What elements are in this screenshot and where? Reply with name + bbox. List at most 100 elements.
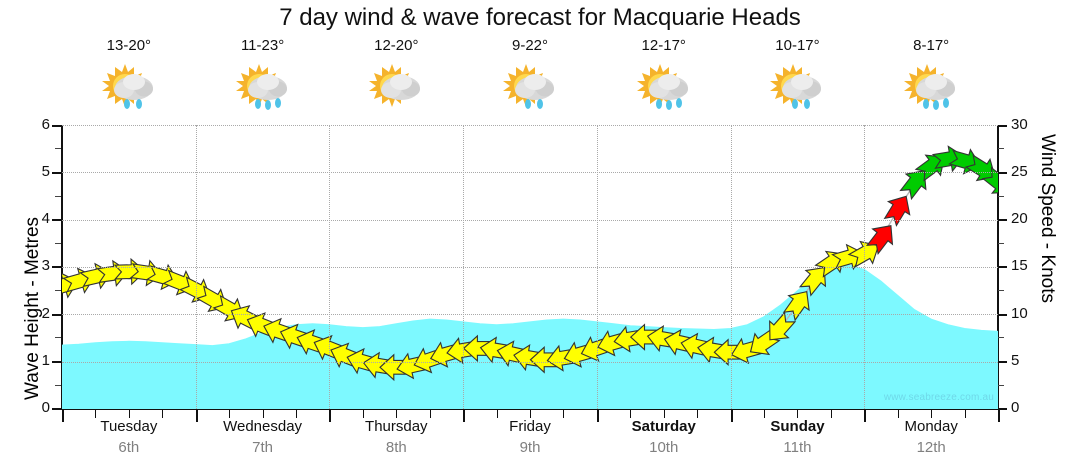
right-axis-title: Wind Speed - Knots (1037, 134, 1058, 303)
x-tick-major (463, 410, 466, 422)
sun-cloud-rain-icon (232, 58, 294, 118)
y-minor-tick-right (998, 148, 1004, 149)
y-axis-label-right: 15 (1011, 257, 1028, 274)
x-tick-minor (663, 410, 665, 418)
y-minor-tick-right (998, 243, 1004, 244)
day-name: Sunday (770, 418, 825, 435)
y-axis-label-left: 5 (41, 163, 50, 180)
plot-area: www.seabreeze.com.au (62, 125, 998, 409)
x-tick-minor (764, 410, 765, 418)
gridline-vertical (195, 125, 197, 409)
y-axis-label-right: 10 (1011, 305, 1028, 322)
y-minor-tick-left (55, 290, 61, 291)
y-axis-label-left: 2 (41, 305, 50, 322)
y-minor-tick-left (55, 148, 61, 149)
y-axis-label-left: 3 (41, 257, 50, 274)
day-header: 8-17° (864, 36, 998, 126)
day-header: 13-20° (62, 36, 196, 126)
day-name: Wednesday (223, 418, 303, 435)
x-tick-minor (496, 410, 498, 418)
y-tick-right (998, 219, 1007, 221)
day-name: Tuesday (100, 418, 158, 435)
y-tick-left (52, 125, 61, 127)
gridline-horizontal (62, 219, 998, 221)
day-header: 10-17° (731, 36, 865, 126)
temperature-range: 12-17° (641, 37, 686, 54)
x-tick-minor (630, 410, 632, 418)
y-minor-tick-right (998, 196, 1004, 197)
gridline-vertical (596, 125, 598, 409)
wave-height-area (62, 264, 998, 409)
day-header: 12-17° (597, 36, 731, 126)
temperature-range: 11-23° (240, 37, 285, 54)
y-minor-tick-left (55, 243, 61, 244)
y-axis-label-left: 6 (41, 116, 50, 133)
x-tick-major (329, 410, 332, 422)
x-tick-minor (429, 410, 431, 418)
sun-cloud-rain-icon (766, 58, 828, 118)
day-label: Friday 9th (463, 416, 597, 472)
y-minor-tick-left (55, 196, 61, 197)
wind-arrow (899, 170, 927, 201)
temperature-range: 9-22° (512, 37, 549, 54)
sun-cloud-icon (365, 58, 427, 118)
y-tick-right (998, 408, 1007, 410)
x-tick-minor (296, 410, 297, 418)
y-axis-label-left: 1 (41, 352, 50, 369)
wind-arrow (914, 154, 945, 182)
sun-cloud-rain-icon (633, 58, 695, 118)
day-label: Monday 12th (864, 416, 998, 472)
watermark: www.seabreeze.com.au (883, 392, 994, 403)
x-tick-minor (563, 410, 565, 418)
gridline-horizontal (62, 314, 998, 316)
y-axis-label-right: 0 (1011, 399, 1020, 416)
y-minor-tick-left (55, 385, 61, 386)
y-axis-label-right: 25 (1011, 163, 1028, 180)
wind-arrow-group (62, 145, 998, 382)
x-tick-major (730, 410, 733, 422)
wind-arrow (883, 195, 911, 227)
day-label: Tuesday 6th (62, 416, 196, 472)
day-label: Saturday 10th (597, 416, 731, 472)
gridline-vertical (730, 125, 732, 409)
day-label: Thursday 8th (329, 416, 463, 472)
gridline-horizontal (62, 361, 998, 363)
temperature-range: 13-20° (106, 37, 152, 54)
y-axis-label-right: 30 (1011, 116, 1028, 133)
gridline-vertical (329, 125, 331, 409)
y-tick-right (998, 125, 1007, 127)
day-date: 6th (118, 439, 140, 456)
x-tick-minor (362, 410, 364, 418)
y-tick-left (52, 361, 61, 363)
x-tick-minor (396, 410, 398, 418)
temperature-range: 10-17° (775, 37, 820, 54)
day-label: Sunday 11th (731, 416, 865, 472)
x-tick-major (62, 410, 64, 422)
wind-arrow (195, 285, 228, 313)
wind-arrow (865, 225, 894, 256)
gridline-horizontal (62, 125, 998, 126)
x-tick-minor (95, 410, 97, 418)
sun-cloud-rain-icon (98, 58, 160, 118)
y-axis-label-left: 4 (41, 210, 50, 227)
y-axis-label-right: 5 (1011, 352, 1020, 369)
wind-arrow (782, 290, 810, 322)
x-tick-minor (964, 410, 966, 418)
wind-arrow (178, 276, 211, 303)
y-minor-tick-left (55, 337, 61, 338)
day-header: 9-22° (463, 36, 597, 126)
y-minor-tick-right (998, 385, 1004, 386)
day-date: 7th (252, 439, 273, 456)
x-tick-minor (262, 410, 264, 418)
wind-arrow (769, 311, 797, 341)
day-date: 10th (649, 439, 679, 456)
x-tick-minor (931, 410, 933, 418)
day-header: 11-23° (196, 36, 330, 126)
y-tick-right (998, 314, 1007, 316)
gridline-horizontal (62, 267, 998, 268)
y-tick-right (998, 266, 1007, 268)
sun-cloud-rain-icon (900, 58, 962, 118)
x-tick-major (195, 410, 198, 422)
y-tick-left (52, 172, 61, 174)
